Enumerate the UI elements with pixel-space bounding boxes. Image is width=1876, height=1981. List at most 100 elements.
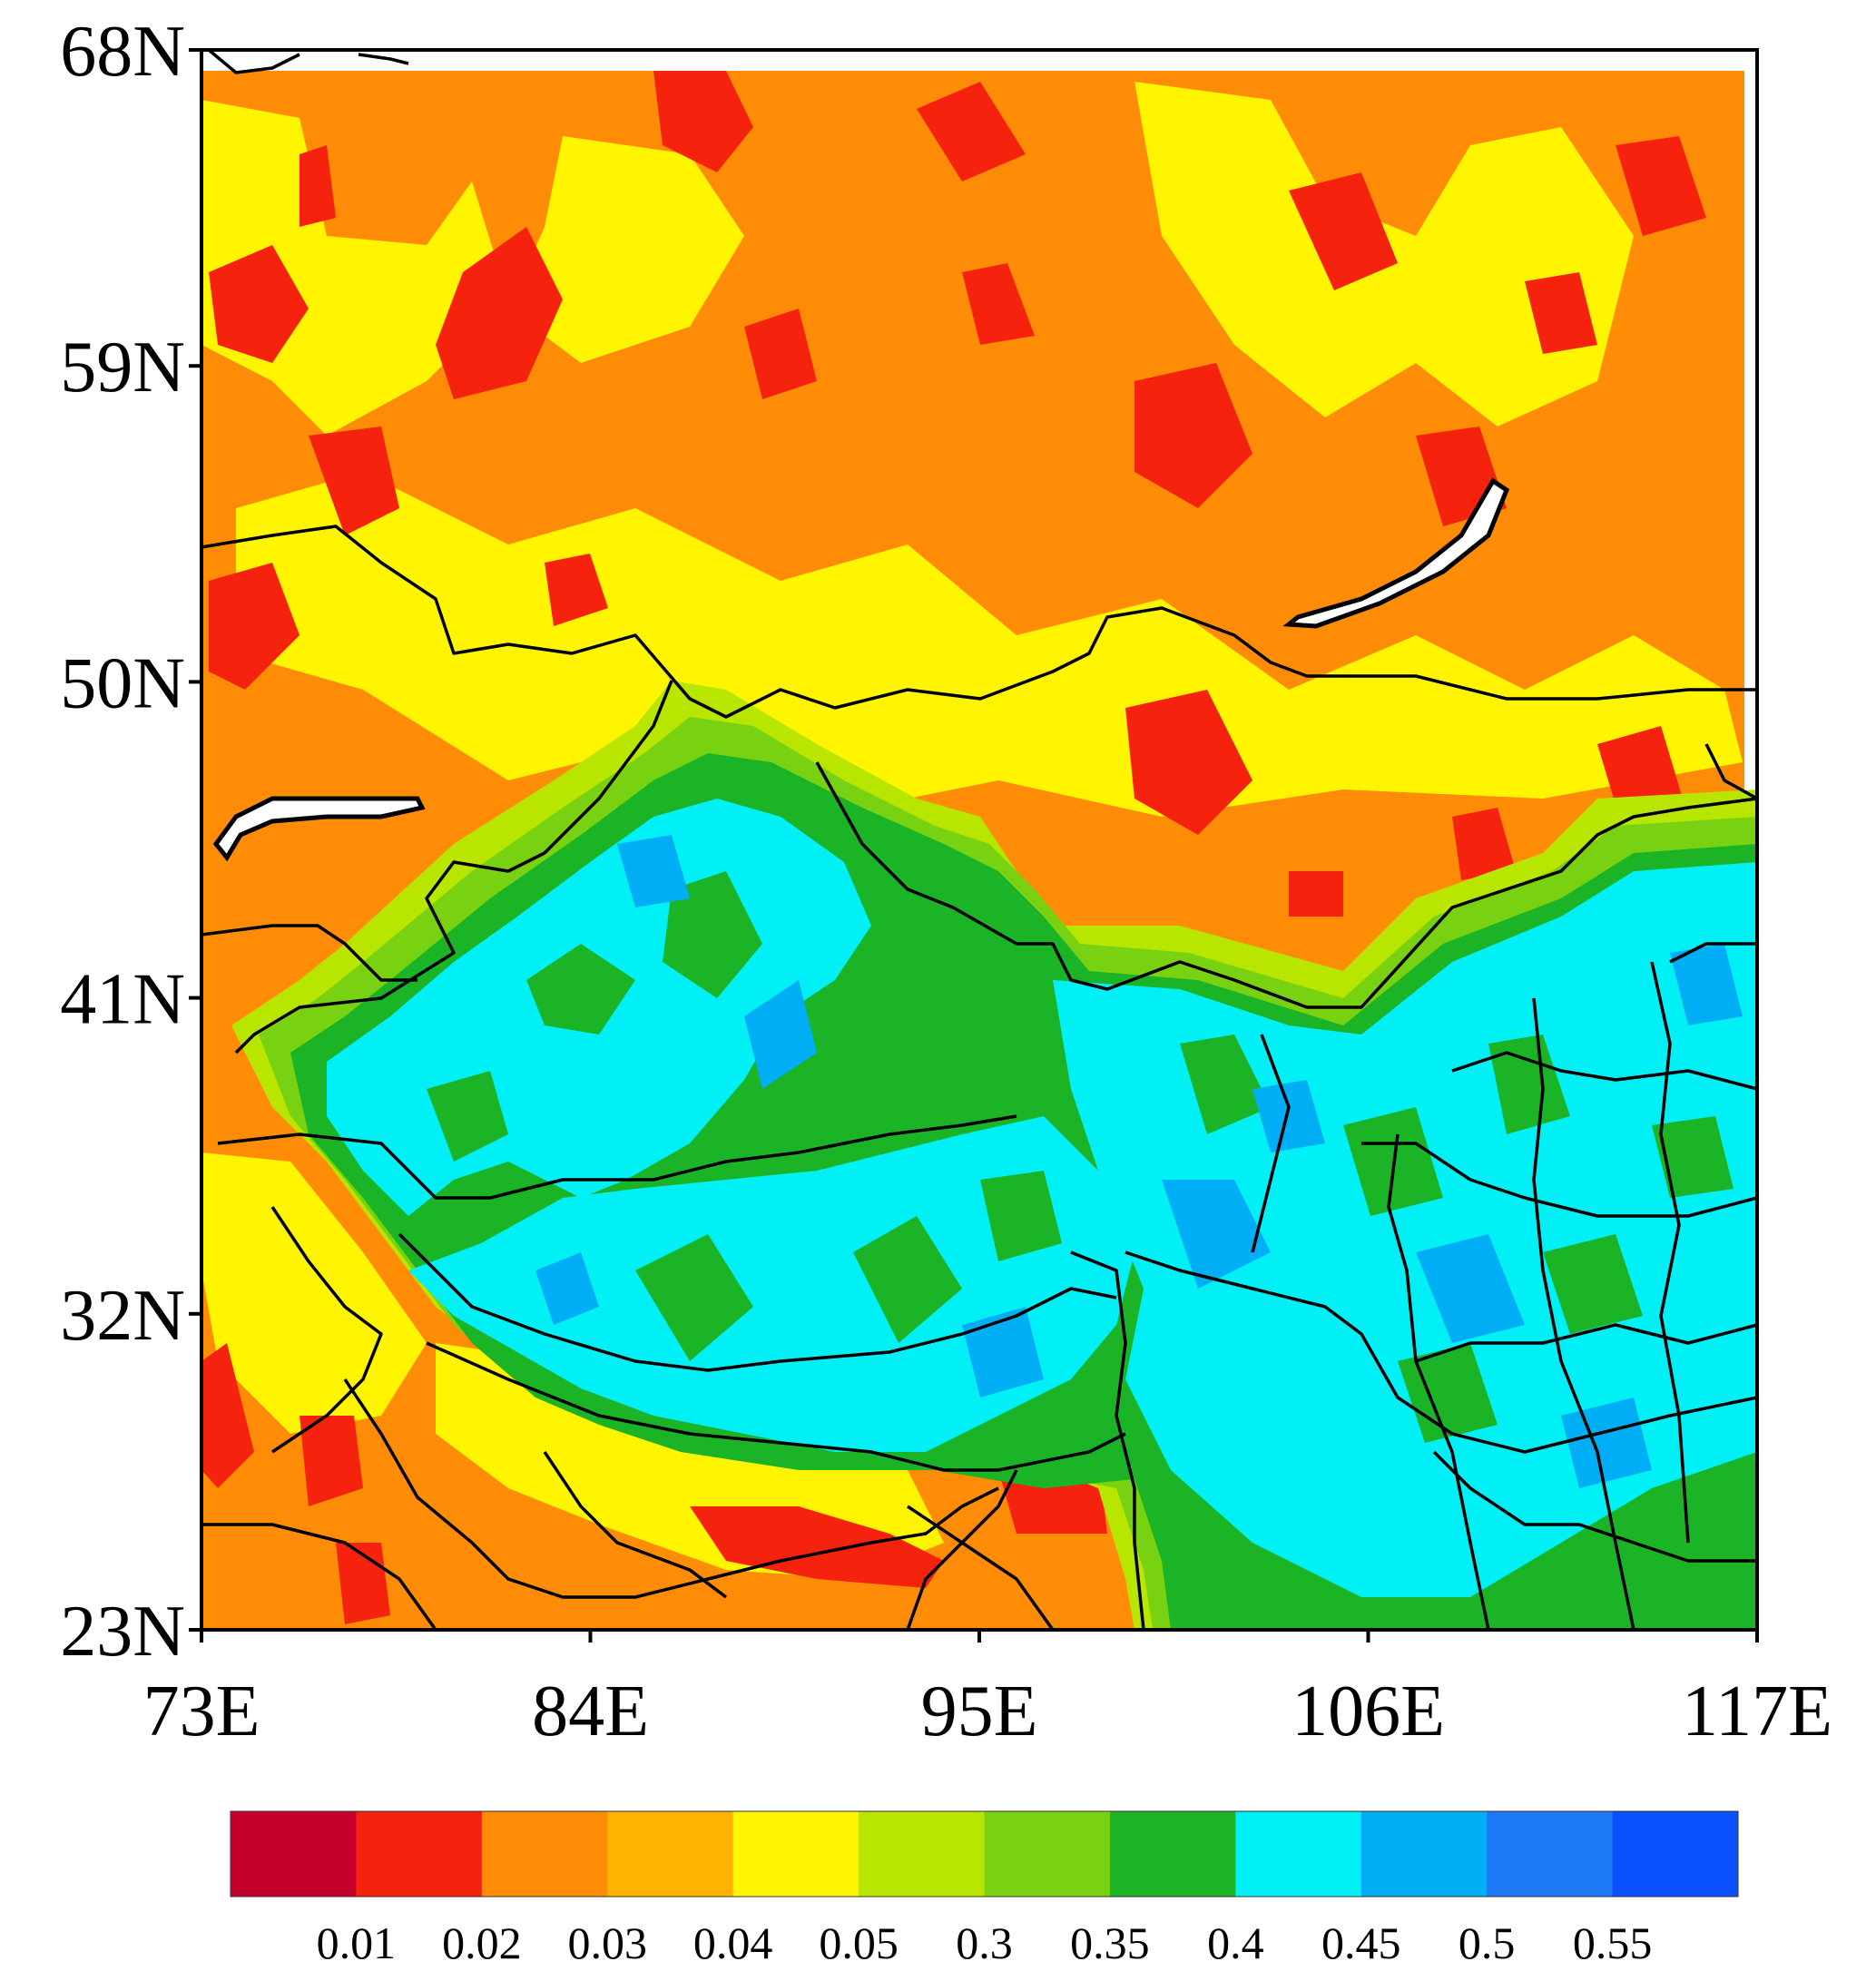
legend-label: 0.04: [693, 1917, 773, 1968]
boundary-line: [234, 680, 673, 1054]
boundary-line: [1125, 1250, 1758, 1454]
red-cell: [1134, 363, 1252, 508]
legend-swatch: [356, 1811, 483, 1897]
legend-swatch: [1612, 1811, 1739, 1897]
green-patch: [635, 1234, 753, 1361]
red-cell: [436, 227, 563, 399]
green-patch: [427, 1071, 508, 1162]
legend-label: 0.45: [1321, 1917, 1401, 1968]
lon-tick-label: 117E: [1682, 1672, 1832, 1751]
legend-swatch: [607, 1811, 734, 1897]
lightblue-patch: [1416, 1234, 1525, 1343]
green-patch: [980, 1171, 1062, 1261]
boundary-line: [426, 1341, 1126, 1472]
red-cell: [1289, 172, 1398, 290]
red-cell: [545, 554, 608, 626]
boundary-line: [1070, 1250, 1145, 1631]
contour-field: [201, 71, 1757, 1630]
lake-balkhash: [212, 796, 426, 862]
legend-swatch: [859, 1811, 985, 1897]
boundary-line: [343, 1378, 999, 1599]
boundary-line: [398, 1232, 1117, 1372]
lat-tick-label: 41N: [60, 960, 185, 1040]
green-patch: [526, 944, 635, 1035]
boundary-line: [543, 1451, 728, 1599]
red-cell: [690, 1506, 944, 1588]
cyan-field-tibet: [408, 1116, 1134, 1452]
legend-label: 0.03: [568, 1917, 648, 1968]
yellow-band-mid: [236, 472, 1743, 817]
boundary-line: [201, 525, 1757, 719]
red-cell: [1616, 136, 1706, 236]
legend-label: 0.4: [1207, 1917, 1264, 1968]
legend-swatch: [1109, 1811, 1236, 1897]
longitude-axis: 73E 84E 95E 106E 117E: [143, 1630, 1832, 1751]
boundary-line: [1361, 1142, 1758, 1218]
lightblue-patch: [1670, 944, 1743, 1025]
boundaries: [201, 48, 1758, 1632]
lon-tick-label: 73E: [143, 1672, 260, 1751]
red-cell: [201, 1343, 254, 1488]
lightblue-patch: [535, 1252, 599, 1325]
red-cell: [300, 145, 336, 227]
boundary-line: [201, 1523, 437, 1632]
lon-tick-label: 106E: [1292, 1672, 1445, 1751]
lat-tick-label: 23N: [60, 1592, 185, 1672]
lightblue-patch: [617, 835, 690, 907]
lightblue-patch: [1162, 1180, 1271, 1289]
lon-tick-label: 95E: [921, 1672, 1038, 1751]
lon-tick-label: 84E: [532, 1672, 649, 1751]
red-cell: [1125, 690, 1252, 835]
green-patch: [1180, 1035, 1271, 1134]
boundary-line: [815, 761, 1758, 1009]
lightblue-patch: [1252, 1080, 1325, 1152]
green-patch: [1543, 1234, 1643, 1334]
red-cell: [1289, 871, 1343, 917]
boundary-line: [1451, 1051, 1758, 1091]
legend-swatch: [984, 1811, 1111, 1897]
boundary-line: [1669, 942, 1757, 964]
red-cell: [744, 309, 817, 399]
legend-swatch: [481, 1811, 608, 1897]
legend-swatch: [732, 1811, 859, 1897]
boundary-line: [1251, 1034, 1291, 1253]
green-patch: [853, 1216, 962, 1343]
legend-label: 0.01: [317, 1917, 397, 1968]
boundary-line: [1432, 1450, 1757, 1563]
red-cell: [300, 1416, 363, 1506]
red-cell: [962, 263, 1035, 345]
lat-tick-label: 32N: [60, 1276, 185, 1356]
legend-swatch: [1360, 1811, 1488, 1897]
red-cell: [1452, 808, 1516, 880]
lat-tick-label: 68N: [60, 12, 185, 92]
boundary-line: [201, 924, 417, 982]
lightblue-patch: [744, 980, 817, 1089]
boundary-line: [1650, 961, 1690, 1544]
red-cell: [209, 563, 300, 690]
legend-label: 0.55: [1573, 1917, 1653, 1968]
red-cell: [309, 427, 399, 535]
legend-label: 0.02: [442, 1917, 522, 1968]
map-plot-area: [200, 48, 1759, 1632]
red-cell: [1525, 272, 1597, 354]
lat-tick-label: 50N: [60, 643, 185, 723]
legend-label: 0.05: [819, 1917, 899, 1968]
boundary-line: [906, 1469, 1018, 1631]
boundary-line: [270, 1206, 383, 1454]
red-cell: [917, 82, 1026, 181]
boundary-line: [907, 1505, 1055, 1632]
legend-label: 0.3: [956, 1917, 1013, 1968]
yellow-band-north-center: [508, 136, 744, 363]
green-patch: [663, 871, 762, 998]
boundary-line: [1415, 1323, 1758, 1363]
boundary-line: [217, 1114, 1017, 1200]
green-patch: [1488, 1035, 1570, 1134]
color-legend: 0.01 0.02 0.03 0.04 0.05 0.3 0.35 0.4 0.45 0.5 0.5…: [230, 1810, 1739, 1968]
lake-baikal: [1282, 477, 1510, 629]
lightblue-patch: [962, 1307, 1044, 1397]
legend-swatch: [1235, 1811, 1362, 1897]
boundary-line: [358, 53, 409, 65]
green-patch: [1652, 1116, 1734, 1198]
legend-label: 0.5: [1459, 1917, 1516, 1968]
